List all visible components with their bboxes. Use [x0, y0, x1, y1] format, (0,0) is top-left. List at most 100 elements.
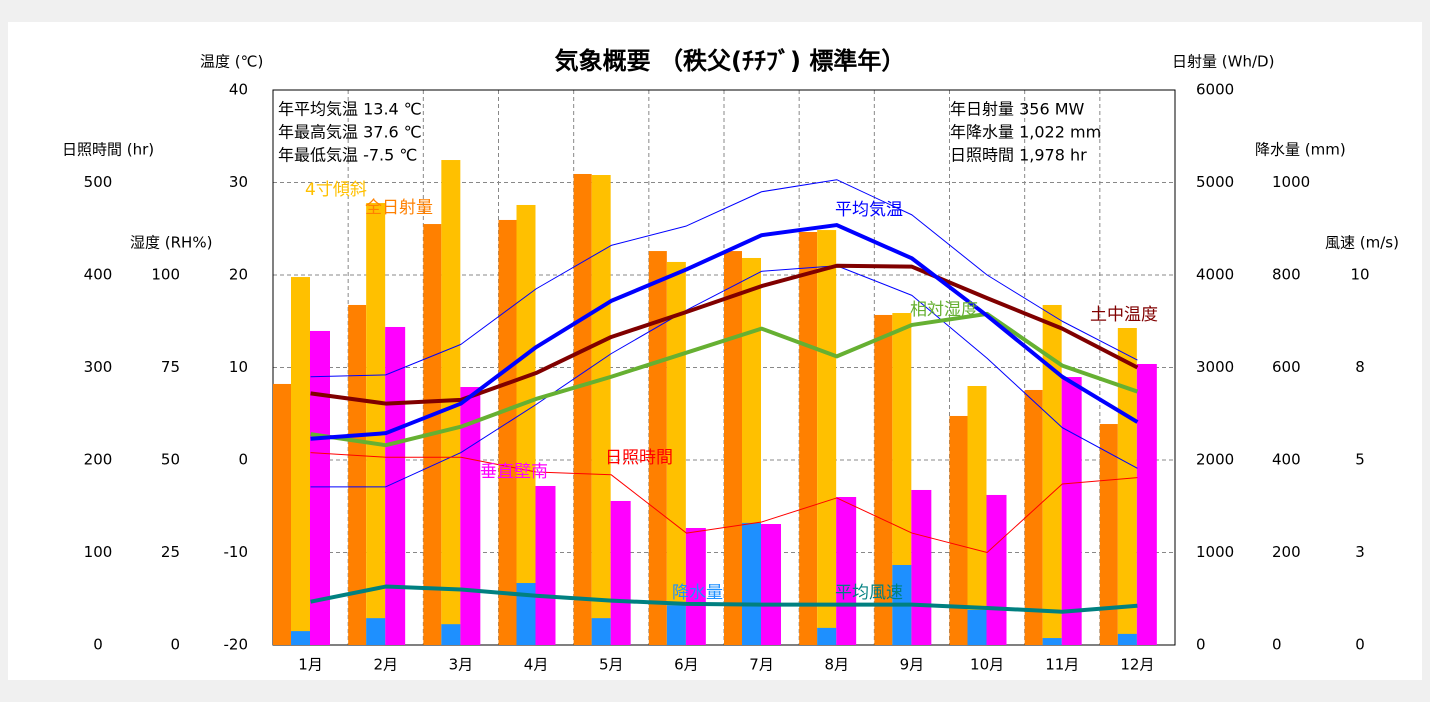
bar	[1099, 424, 1118, 645]
x-tick-label: 11月	[1045, 656, 1079, 674]
tick-label: 200	[1272, 543, 1301, 561]
series-label: 日照時間	[605, 448, 673, 468]
tick-label: 0	[93, 636, 103, 654]
bar	[742, 522, 761, 645]
tick-label: 0	[1196, 636, 1206, 654]
x-tick-label: 9月	[900, 656, 925, 674]
tick-label: 75	[161, 358, 180, 376]
bar	[516, 204, 536, 646]
series-label: 平均気温	[835, 200, 903, 220]
tick-label: 100	[84, 543, 113, 561]
bar	[648, 251, 667, 646]
tick-label: 200	[84, 451, 113, 469]
tick-label: 5000	[1196, 173, 1234, 191]
tick-label: 1000	[1272, 173, 1310, 191]
tick-label: 500	[84, 173, 113, 191]
tick-label: 10	[1350, 266, 1369, 284]
line	[310, 265, 1138, 488]
series-label: 4寸傾斜	[305, 180, 367, 200]
bar	[949, 415, 968, 645]
line	[310, 223, 1139, 441]
series-label: 垂直壁南	[480, 462, 548, 482]
line	[310, 311, 1139, 448]
tick-label: 8	[1355, 358, 1365, 376]
tick-label: 2000	[1196, 451, 1234, 469]
tick-label: 800	[1272, 266, 1301, 284]
line	[310, 179, 1138, 378]
bar	[348, 304, 367, 645]
axis-title: 温度 (℃)	[200, 53, 263, 71]
x-tick-label: 2月	[373, 656, 398, 674]
bar	[535, 485, 556, 645]
bar	[892, 313, 912, 645]
tick-label: 400	[84, 266, 113, 284]
tick-label: 300	[84, 358, 113, 376]
line	[310, 263, 1139, 406]
bar	[610, 500, 631, 645]
series-label: 全日射量	[365, 198, 433, 218]
tick-label: -20	[224, 636, 249, 654]
panel	[8, 22, 1422, 680]
series-label: 土中温度	[1090, 305, 1158, 325]
x-tick-label: 6月	[674, 656, 699, 674]
tick-label: 3000	[1196, 358, 1234, 376]
tick-label: 5	[1355, 451, 1365, 469]
tick-label: 0	[238, 451, 248, 469]
x-tick-label: 4月	[524, 656, 549, 674]
series-label: 平均風速	[835, 583, 903, 603]
bar	[685, 527, 706, 645]
series-label: 相対湿度	[910, 300, 978, 320]
tick-label: 50	[161, 451, 180, 469]
tick-label: 100	[151, 266, 180, 284]
bar	[836, 497, 857, 645]
tick-label: 30	[229, 173, 248, 191]
annotation: 年日射量 356 MW	[950, 100, 1085, 119]
bar	[911, 489, 932, 645]
axis-title: 湿度 (RH%)	[130, 234, 212, 252]
bar	[310, 330, 330, 645]
tick-label: 10	[229, 358, 248, 376]
series-label: 降水量	[672, 583, 723, 603]
bar	[573, 173, 592, 646]
x-tick-label: 12月	[1120, 656, 1154, 674]
bar	[1136, 363, 1157, 645]
bar	[291, 277, 310, 645]
bar	[817, 627, 837, 645]
bar	[385, 326, 406, 645]
x-tick-label: 8月	[824, 656, 849, 674]
x-tick-label: 1月	[298, 656, 323, 674]
tick-label: 0	[1272, 636, 1282, 654]
tick-label: 20	[229, 266, 248, 284]
line	[310, 584, 1138, 614]
axis-title: 日射量 (Wh/D)	[1172, 53, 1274, 71]
tick-label: 0	[1355, 636, 1365, 654]
bar	[441, 160, 461, 645]
bar	[666, 605, 686, 645]
bar	[1042, 638, 1062, 645]
annotation: 年平均気温 13.4 ℃	[278, 100, 422, 119]
annotation: 年最高気温 37.6 ℃	[278, 123, 422, 142]
x-tick-label: 3月	[449, 656, 474, 674]
bar	[1042, 304, 1062, 645]
bar	[724, 251, 742, 646]
tick-label: 1000	[1196, 543, 1234, 561]
bar	[799, 231, 818, 646]
bar	[761, 524, 781, 645]
bar	[460, 387, 481, 645]
bar	[591, 175, 611, 645]
bar	[441, 624, 461, 645]
bar	[1117, 633, 1137, 645]
bar	[1117, 328, 1137, 645]
axis-title: 風速 (m/s)	[1325, 234, 1399, 252]
annotation: 日照時間 1,978 hr	[950, 146, 1087, 165]
x-tick-label: 7月	[749, 656, 774, 674]
bar	[273, 383, 291, 645]
chart-title: 気象概要 （秩父(ﾁﾁﾌﾞ) 標準年）	[555, 47, 906, 75]
tick-label: 40	[229, 81, 248, 99]
tick-label: 6000	[1196, 81, 1234, 99]
annotation: 年降水量 1,022 mm	[950, 123, 1101, 142]
bar	[967, 609, 987, 645]
bar	[516, 583, 536, 645]
bar	[366, 203, 386, 645]
